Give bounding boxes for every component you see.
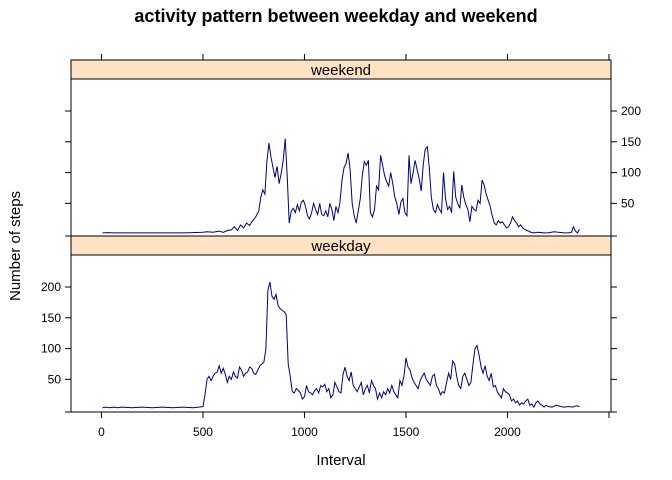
chart-title: activity pattern between weekday and wee… — [134, 6, 537, 26]
y-tick-label-weekday-50: 50 — [48, 372, 62, 386]
x-tick-label-2000: 2000 — [494, 425, 521, 439]
y-tick-label-weekend-150: 150 — [621, 135, 641, 149]
x-tick-label-1500: 1500 — [393, 425, 420, 439]
y-tick-label-weekday-150: 150 — [41, 311, 61, 325]
y-tick-label-weekday-100: 100 — [41, 342, 61, 356]
y-tick-label-weekend-200: 200 — [621, 104, 641, 118]
y-tick-label-weekend-50: 50 — [621, 196, 635, 210]
y-axis-label: Number of steps — [7, 191, 24, 301]
panel-frame-weekend — [70, 78, 612, 237]
x-tick-label-500: 500 — [193, 425, 213, 439]
x-axis-label: Interval — [316, 452, 365, 469]
series-line-weekday — [102, 281, 580, 409]
strip-label-weekend: weekend — [310, 62, 371, 79]
strip-label-weekday: weekday — [310, 238, 371, 255]
x-tick-label-1000: 1000 — [291, 425, 318, 439]
y-tick-label-weekend-100: 100 — [621, 166, 641, 180]
series-line-weekend — [102, 138, 580, 234]
panel-frame-weekday — [70, 254, 612, 413]
y-tick-label-weekday-200: 200 — [41, 280, 61, 294]
x-tick-label-0: 0 — [98, 425, 105, 439]
